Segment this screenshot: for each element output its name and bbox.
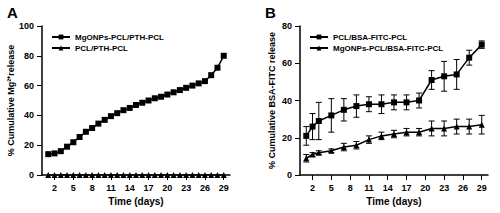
svg-text:20: 20: [282, 133, 292, 143]
svg-text:29: 29: [477, 183, 487, 193]
svg-text:40: 40: [24, 110, 34, 120]
svg-text:8: 8: [90, 183, 95, 193]
svg-text:17: 17: [402, 183, 412, 193]
svg-text:% Cumulative Mg²⁺release: % Cumulative Mg²⁺release: [6, 45, 16, 157]
svg-text:60: 60: [24, 81, 34, 91]
svg-text:2: 2: [310, 183, 315, 193]
svg-text:17: 17: [144, 183, 154, 193]
svg-text:26: 26: [458, 183, 468, 193]
svg-text:MgONPs-PCL/BSA-FITC-PCL: MgONPs-PCL/BSA-FITC-PCL: [333, 44, 443, 53]
svg-text:40: 40: [282, 96, 292, 106]
svg-text:20: 20: [24, 140, 34, 150]
svg-text:B: B: [265, 4, 276, 21]
svg-text:MgONPs-PCL/PTH-PCL: MgONPs-PCL/PTH-PCL: [75, 33, 164, 42]
svg-text:0: 0: [29, 170, 34, 180]
svg-text:Time (days): Time (days): [108, 196, 163, 207]
svg-text:% Cumulative BSA-FITC release: % Cumulative BSA-FITC release: [267, 32, 277, 169]
svg-text:14: 14: [383, 183, 393, 193]
svg-text:Time (days): Time (days): [366, 196, 421, 207]
svg-text:26: 26: [200, 183, 210, 193]
svg-text:80: 80: [282, 21, 292, 31]
svg-text:0: 0: [287, 170, 292, 180]
svg-text:80: 80: [24, 51, 34, 61]
svg-text:20: 20: [420, 183, 430, 193]
svg-text:8: 8: [348, 183, 353, 193]
svg-text:23: 23: [181, 183, 191, 193]
svg-text:29: 29: [219, 183, 229, 193]
svg-text:PCL/BSA-FITC-PCL: PCL/BSA-FITC-PCL: [333, 33, 407, 42]
svg-text:23: 23: [439, 183, 449, 193]
svg-text:100: 100: [19, 21, 34, 31]
svg-text:14: 14: [125, 183, 135, 193]
svg-text:5: 5: [329, 183, 334, 193]
svg-text:5: 5: [71, 183, 76, 193]
svg-text:20: 20: [162, 183, 172, 193]
svg-text:11: 11: [364, 183, 374, 193]
svg-text:A: A: [7, 4, 18, 21]
svg-text:11: 11: [106, 183, 116, 193]
svg-text:PCL/PTH-PCL: PCL/PTH-PCL: [75, 44, 128, 53]
svg-text:2: 2: [52, 183, 57, 193]
svg-text:60: 60: [282, 58, 292, 68]
